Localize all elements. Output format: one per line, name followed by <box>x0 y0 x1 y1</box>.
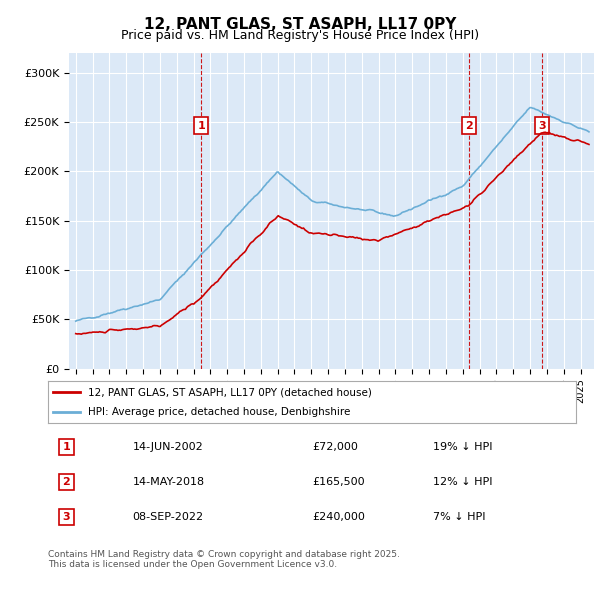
Text: 7% ↓ HPI: 7% ↓ HPI <box>433 512 486 522</box>
Text: 12% ↓ HPI: 12% ↓ HPI <box>433 477 493 487</box>
Text: HPI: Average price, detached house, Denbighshire: HPI: Average price, detached house, Denb… <box>88 407 350 417</box>
Text: 3: 3 <box>538 121 545 131</box>
Text: Price paid vs. HM Land Registry's House Price Index (HPI): Price paid vs. HM Land Registry's House … <box>121 30 479 42</box>
Text: Contains HM Land Registry data © Crown copyright and database right 2025.
This d: Contains HM Land Registry data © Crown c… <box>48 550 400 569</box>
Text: 12, PANT GLAS, ST ASAPH, LL17 0PY (detached house): 12, PANT GLAS, ST ASAPH, LL17 0PY (detac… <box>88 387 371 397</box>
Text: 12, PANT GLAS, ST ASAPH, LL17 0PY: 12, PANT GLAS, ST ASAPH, LL17 0PY <box>144 17 456 31</box>
Text: 3: 3 <box>62 512 70 522</box>
Text: 19% ↓ HPI: 19% ↓ HPI <box>433 442 493 452</box>
Text: 2: 2 <box>62 477 70 487</box>
Text: 14-JUN-2002: 14-JUN-2002 <box>133 442 203 452</box>
Text: £240,000: £240,000 <box>312 512 365 522</box>
Text: 1: 1 <box>62 442 70 452</box>
Text: 2: 2 <box>465 121 473 131</box>
Text: £72,000: £72,000 <box>312 442 358 452</box>
Text: 14-MAY-2018: 14-MAY-2018 <box>133 477 205 487</box>
Text: 1: 1 <box>197 121 205 131</box>
Text: £165,500: £165,500 <box>312 477 365 487</box>
Text: 08-SEP-2022: 08-SEP-2022 <box>133 512 203 522</box>
